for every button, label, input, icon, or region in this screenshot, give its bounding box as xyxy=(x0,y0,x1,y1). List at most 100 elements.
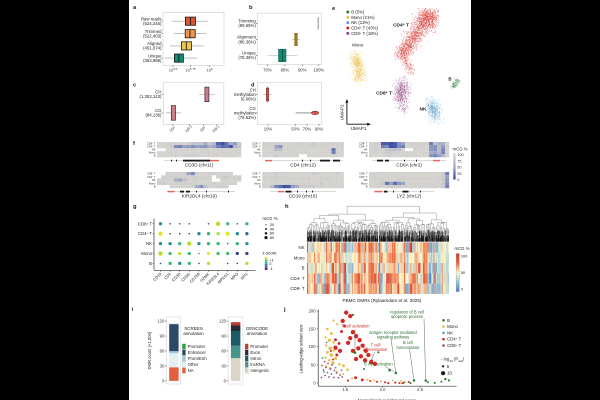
svg-text:CD4+ T: CD4+ T xyxy=(447,337,461,342)
svg-text:c: c xyxy=(133,83,137,89)
svg-text:B: B xyxy=(302,266,305,271)
svg-text:100%: 100% xyxy=(313,68,324,73)
svg-text:CG: CG xyxy=(249,106,256,111)
svg-text:NK: NK xyxy=(364,148,368,152)
svg-text:j: j xyxy=(283,307,286,313)
svg-text:(78.36%): (78.36%) xyxy=(238,55,256,60)
svg-text:KIR2DL4 (chr19): KIR2DL4 (chr19) xyxy=(182,194,218,199)
svg-text:B: B xyxy=(448,77,451,82)
svg-text:80%: 80% xyxy=(281,68,290,73)
svg-text:CD8+ T: CD8+ T xyxy=(359,172,368,176)
svg-text:CD19 (chr16): CD19 (chr16) xyxy=(289,194,318,199)
svg-text:CD4+ T: CD4+ T xyxy=(138,231,152,236)
svg-text:CD8+ T: CD8+ T xyxy=(252,172,261,176)
svg-text:Mono: Mono xyxy=(254,181,261,185)
svg-text:Mono (21%): Mono (21%) xyxy=(351,15,375,20)
svg-text:h: h xyxy=(285,204,289,210)
svg-text:106: 106 xyxy=(206,67,212,72)
svg-text:(84,136): (84,136) xyxy=(145,113,162,118)
svg-text:b: b xyxy=(249,5,253,11)
svg-text:NK: NK xyxy=(447,330,453,335)
svg-text:(451,074): (451,074) xyxy=(143,46,162,51)
svg-text:120: 120 xyxy=(157,319,165,324)
svg-text:Mono: Mono xyxy=(149,181,156,185)
svg-text:105.75: 105.75 xyxy=(185,67,195,72)
svg-text:Trimmed: Trimmed xyxy=(145,29,162,34)
svg-text:CD3D: CD3D xyxy=(171,271,182,282)
svg-text:mCG %: mCG % xyxy=(455,246,470,251)
svg-text:150: 150 xyxy=(309,326,317,331)
svg-text:20: 20 xyxy=(270,222,275,227)
svg-text:40: 40 xyxy=(270,226,275,231)
svg-text:Intron: Intron xyxy=(250,356,262,361)
svg-text:Normalized enrichment score: Normalized enrichment score xyxy=(358,398,417,400)
svg-text:Mono: Mono xyxy=(141,251,152,256)
svg-text:10: 10 xyxy=(447,371,452,376)
svg-text:70%: 70% xyxy=(303,127,312,132)
svg-text:105.5: 105.5 xyxy=(184,124,194,133)
svg-text:CD4+ T: CD4+ T xyxy=(252,175,261,179)
svg-text:(78.62%): (78.62%) xyxy=(238,115,256,120)
svg-text:CD4+ T: CD4+ T xyxy=(147,175,156,179)
svg-text:CD19: CD19 xyxy=(152,271,163,282)
svg-text:105: 105 xyxy=(168,125,176,133)
svg-text:CG: CG xyxy=(155,108,162,113)
svg-text:annotation: annotation xyxy=(183,331,204,336)
svg-text:50%: 50% xyxy=(291,127,300,132)
svg-text:80: 80 xyxy=(270,235,275,240)
svg-text:(524,246): (524,246) xyxy=(143,21,162,26)
svg-text:CD8+ T: CD8+ T xyxy=(447,343,461,348)
svg-text:annotation: annotation xyxy=(247,331,268,336)
svg-text:antigen receptor mediated: antigen receptor mediated xyxy=(369,330,417,335)
svg-text:90%: 90% xyxy=(315,127,324,132)
svg-text:(522,403): (522,403) xyxy=(143,34,162,39)
svg-text:25: 25 xyxy=(457,171,461,176)
svg-text:120: 120 xyxy=(219,319,227,324)
svg-text:Mono: Mono xyxy=(447,324,458,329)
svg-text:90: 90 xyxy=(221,334,226,339)
svg-text:Mono: Mono xyxy=(254,151,261,155)
svg-text:a: a xyxy=(133,5,137,11)
svg-text:NK: NK xyxy=(299,245,305,250)
svg-text:Other: Other xyxy=(188,362,199,367)
svg-text:(353,998): (353,998) xyxy=(143,58,162,63)
svg-text:B: B xyxy=(149,261,152,266)
svg-text:1.5: 1.5 xyxy=(342,387,348,392)
svg-text:NK: NK xyxy=(420,107,427,113)
svg-text:0: 0 xyxy=(162,378,165,383)
svg-text:75: 75 xyxy=(457,158,461,163)
svg-text:mCG %: mCG % xyxy=(263,216,278,221)
svg-text:B: B xyxy=(154,154,156,158)
svg-text:NK: NK xyxy=(146,241,152,246)
svg-text:lncRNA: lncRNA xyxy=(250,362,265,367)
svg-text:UMAP1: UMAP1 xyxy=(351,126,367,131)
svg-text:B: B xyxy=(259,185,261,189)
svg-text:Mono: Mono xyxy=(294,255,305,260)
svg-text:5: 5 xyxy=(447,364,450,369)
svg-text:CD4+ T: CD4+ T xyxy=(359,175,368,179)
svg-text:CD8+ T: CD8+ T xyxy=(252,142,261,146)
svg-text:d: d xyxy=(251,83,255,89)
svg-text:CD4+ T: CD4+ T xyxy=(252,145,261,149)
svg-text:MPO: MPO xyxy=(229,271,239,281)
svg-text:GENCODE: GENCODE xyxy=(246,326,268,331)
svg-text:B cell activation: B cell activation xyxy=(364,362,393,367)
svg-text:CD3D (chr11): CD3D (chr11) xyxy=(185,163,214,168)
svg-text:CH: CH xyxy=(250,87,256,92)
svg-text:i: i xyxy=(132,307,134,313)
svg-text:Mono: Mono xyxy=(149,151,156,155)
svg-text:CD4+ T: CD4+ T xyxy=(359,145,368,149)
svg-text:+1: +1 xyxy=(269,257,273,262)
svg-text:Prom/Enh: Prom/Enh xyxy=(188,356,208,361)
svg-text:CD8+ T: CD8+ T xyxy=(290,286,304,291)
svg-text:CD8+ T: CD8+ T xyxy=(138,221,152,226)
svg-text:50: 50 xyxy=(457,165,462,170)
svg-text:CD8+ T: CD8+ T xyxy=(147,142,156,146)
svg-text:Mono: Mono xyxy=(361,181,368,185)
svg-text:0: 0 xyxy=(461,287,464,292)
svg-text:100: 100 xyxy=(309,344,317,349)
svg-text:CD4 (chr12): CD4 (chr12) xyxy=(290,163,316,168)
svg-text:Raw reads: Raw reads xyxy=(141,16,162,21)
svg-text:Mono: Mono xyxy=(352,43,364,48)
svg-text:CD8A (chr2): CD8A (chr2) xyxy=(396,163,422,168)
